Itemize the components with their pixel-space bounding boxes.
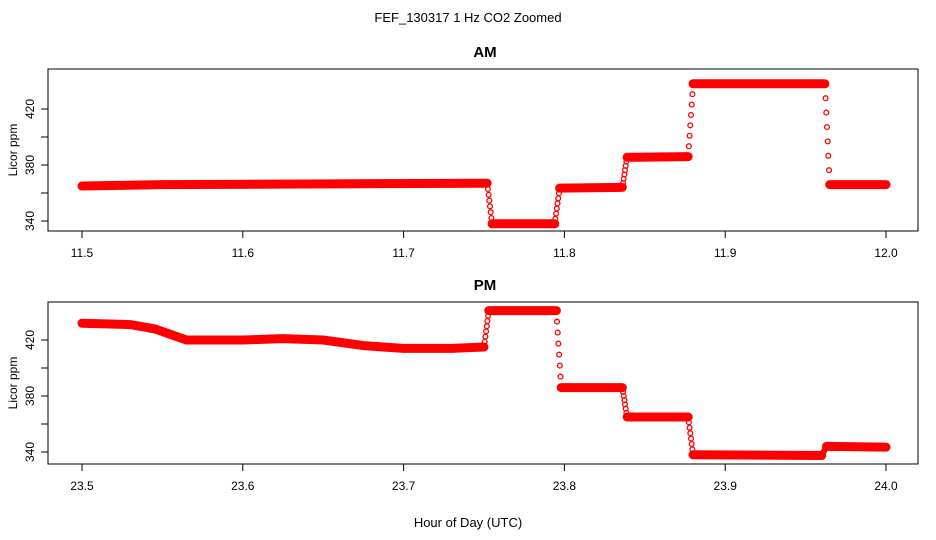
am-data-segment <box>157 178 492 190</box>
am-data-point <box>553 210 560 217</box>
am-plot-frame <box>47 68 919 232</box>
pm-data-point <box>823 443 830 450</box>
pm-y-axis-label: Licor ppm <box>6 357 20 410</box>
am-data-point <box>488 220 496 227</box>
am-data-point <box>685 153 692 160</box>
pm-data-point <box>557 373 564 380</box>
am-data-point <box>687 111 695 119</box>
pm-x-tick-label: 23.9 <box>714 479 738 493</box>
am-data-point <box>556 185 563 192</box>
pm-data-point <box>483 323 490 330</box>
am-data-point <box>487 209 494 216</box>
pm-data-segment <box>77 318 489 353</box>
am-data-point <box>554 200 561 207</box>
am-data-segment <box>77 180 167 191</box>
am-data-point <box>825 167 833 174</box>
am-y-tick-label: 380 <box>23 155 37 175</box>
pm-data-point <box>556 362 563 369</box>
pm-data-point <box>687 435 695 442</box>
pm-data-point <box>688 440 695 448</box>
am-x-tick-label: 11.7 <box>392 246 415 260</box>
pm-y-tick-label: 420 <box>23 330 37 350</box>
am-panel: AM Licor ppm 11.5 11.6 11.7 11.8 11.9 12.0 340… <box>6 44 919 260</box>
am-x-tick-label: 11.9 <box>714 246 737 260</box>
am-data-point <box>824 138 831 145</box>
am-panel-title: AM <box>473 44 496 61</box>
pm-panel-title: PM <box>474 277 497 294</box>
pm-y-tick-label: 380 <box>23 386 37 406</box>
pm-data-point <box>482 333 489 340</box>
pm-x-tick-label: 23.5 <box>70 479 94 493</box>
am-data-point <box>486 203 494 210</box>
pm-data-point <box>689 446 696 453</box>
pm-x-tick-label: 23.6 <box>231 479 255 493</box>
am-data-point <box>555 195 562 202</box>
am-data-point <box>624 154 631 161</box>
am-data-segment <box>622 152 693 162</box>
pm-data-point <box>624 413 631 421</box>
am-data-point <box>689 91 696 98</box>
am-data-point <box>685 143 692 150</box>
am-x-tick-label: 11.8 <box>553 246 576 260</box>
am-x-tick-label: 12.0 <box>874 246 898 260</box>
pm-data-segment <box>822 441 891 452</box>
am-data-point <box>822 95 829 102</box>
pm-data-point <box>689 451 697 458</box>
am-data-point <box>485 191 492 198</box>
am-data-point <box>821 80 828 87</box>
pm-x-tick-label: 23.7 <box>392 479 416 493</box>
pm-data-point <box>483 328 490 335</box>
figure-title: FEF_130317 1 Hz CO2 Zoomed <box>374 10 561 25</box>
x-axis-label: Hour of Day (UTC) <box>414 515 522 530</box>
pm-data-segment <box>688 450 827 460</box>
pm-data-point <box>553 318 561 325</box>
am-data-point <box>553 205 560 212</box>
am-data-point <box>825 152 832 159</box>
am-data-point <box>488 214 495 222</box>
pm-data-point <box>687 430 694 437</box>
am-data-point <box>689 80 697 87</box>
am-data-point <box>484 180 491 187</box>
pm-data-point <box>556 351 563 358</box>
pm-data-point <box>686 424 693 431</box>
pm-plot-frame <box>47 301 919 465</box>
am-data-point <box>688 101 695 108</box>
am-y-axis-label: Licor ppm <box>6 124 20 177</box>
am-data-point <box>687 122 694 129</box>
pm-y-tick-label: 340 <box>23 442 37 462</box>
am-x-tick-label: 11.5 <box>71 246 94 260</box>
pm-data-point <box>484 317 491 325</box>
pm-data-point <box>554 329 561 336</box>
pm-x-tick-label: 24.0 <box>874 479 898 493</box>
am-data-point <box>484 185 491 193</box>
pm-data-point <box>685 419 692 426</box>
pm-data-point <box>558 384 565 391</box>
pm-data-point <box>555 340 562 347</box>
am-data-segment <box>555 182 627 193</box>
am-y-tick-label: 340 <box>23 211 37 231</box>
am-data-point <box>826 181 833 188</box>
am-data-point <box>823 123 831 131</box>
am-y-tick-label: 420 <box>23 99 37 119</box>
pm-x-tick-label: 23.8 <box>553 479 577 493</box>
am-data-point <box>686 132 693 139</box>
am-x-tick-label: 11.6 <box>232 246 255 260</box>
pm-data-point <box>685 413 692 421</box>
am-data-point <box>486 197 493 204</box>
pm-data-point <box>553 307 560 314</box>
pm-data-point <box>485 307 492 314</box>
am-data-point <box>823 109 830 116</box>
pm-panel: PM Licor ppm 23.5 23.6 23.7 23.8 23.9 24.0 340… <box>6 277 919 493</box>
